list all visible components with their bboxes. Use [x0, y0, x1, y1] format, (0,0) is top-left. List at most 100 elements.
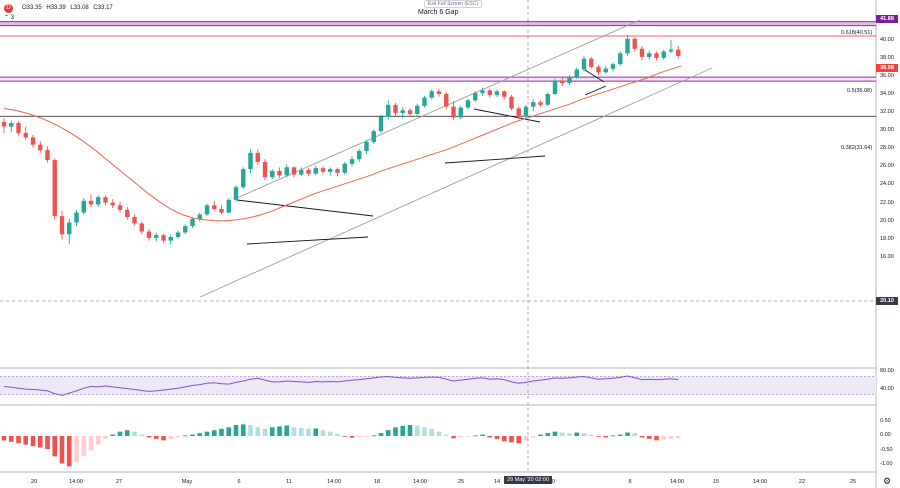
candle-body: [465, 100, 471, 108]
macd-bar: [23, 436, 29, 445]
candle-body: [30, 137, 36, 145]
time-tick-label: 8: [628, 479, 632, 485]
exit-fullscreen-button[interactable]: Exit Full Screen (ESC): [424, 0, 483, 8]
candle-body: [349, 159, 355, 164]
candle-body: [313, 168, 318, 174]
macd-bar: [255, 427, 261, 436]
macd-bar: [567, 433, 572, 436]
candle-body: [494, 91, 500, 95]
fib-05-zone: [0, 77, 876, 82]
candle-body: [9, 122, 14, 127]
candle-body: [538, 102, 543, 105]
macd-bar: [52, 436, 58, 457]
candle-body: [647, 53, 652, 57]
macd-bar: [219, 428, 224, 436]
candle-body: [110, 202, 115, 206]
time-tick-label: 14:00: [670, 479, 684, 485]
symbol-badge[interactable]: D: [4, 4, 13, 13]
price-tick-label: 34.00: [880, 90, 894, 97]
candle-body: [117, 205, 123, 210]
macd-bar: [661, 436, 667, 440]
macd-bar: [581, 433, 587, 436]
candle-body: [531, 102, 536, 107]
time-tick-label: 18: [373, 479, 381, 485]
candle-body: [291, 167, 297, 175]
macd-bar: [1, 436, 7, 441]
candle-body: [306, 170, 311, 174]
price-tick-label: 22.00: [880, 199, 894, 206]
candle-body: [393, 104, 398, 114]
macd-bar: [262, 428, 268, 436]
time-tick-label: 20: [30, 479, 38, 485]
macd-bar: [625, 432, 630, 436]
candle-body: [581, 58, 587, 70]
macd-bar: [545, 433, 551, 436]
fib-05-label: 0.5(36.08): [847, 88, 873, 94]
time-tick-label: 14: [493, 479, 501, 485]
macd-bar: [559, 432, 565, 436]
chevron-up-icon: ⌃: [4, 15, 10, 21]
macd-bar: [226, 427, 232, 436]
candle-body: [342, 163, 347, 173]
candle-body: [400, 110, 405, 114]
gear-icon[interactable]: ⚙: [883, 476, 892, 486]
rsi-line: [3, 375, 679, 396]
candle-body: [523, 106, 529, 117]
ohlc-low: L33.08: [70, 5, 89, 11]
candle-body: [639, 48, 645, 57]
crosshair: [0, 0, 876, 472]
candle-body: [146, 231, 152, 238]
candle-body: [197, 214, 202, 219]
candles: [1, 35, 681, 245]
price-tick-label: 32.00: [880, 109, 894, 115]
macd-bar: [16, 436, 21, 444]
macd-bar: [501, 436, 507, 442]
ohlc-readout: O33.35 H33.39 L33.08 C33.17: [22, 5, 116, 11]
price-tick-label: 36.00: [880, 72, 894, 79]
candle-body: [81, 200, 86, 213]
candle-body: [610, 64, 616, 69]
moving-average: [3, 65, 682, 222]
candle-body: [545, 94, 550, 105]
candle-body: [212, 205, 217, 209]
candle-body: [603, 68, 608, 73]
macd-bar: [139, 434, 145, 436]
time-tick-label: 6: [237, 479, 241, 485]
candle-body: [473, 93, 478, 101]
candle-body: [67, 222, 72, 235]
candle-body: [270, 170, 275, 178]
macd-bar: [74, 436, 79, 463]
macd-bar: [284, 425, 290, 436]
macd-tick-label: -1.00: [880, 461, 893, 467]
macd-bar: [95, 436, 101, 445]
macd-bar: [538, 434, 543, 436]
price-tick-label: 24.00: [880, 181, 894, 188]
macd-bar: [182, 435, 188, 437]
candle-body: [154, 235, 159, 238]
rsi-tick-label: 80.00: [880, 368, 894, 374]
macd-bar: [494, 436, 500, 439]
rsi-band-fill: [0, 376, 876, 395]
macd-bar: [574, 432, 580, 436]
macd-tick-label: 0.00: [880, 432, 891, 438]
candle-body: [255, 152, 260, 162]
candle-body: [88, 200, 94, 205]
candle-body: [386, 104, 391, 117]
rsi-tick-label: 40.00: [880, 386, 894, 392]
candle-body: [436, 91, 442, 95]
candle-body: [654, 53, 659, 58]
indicator-collapse[interactable]: ⌃ 3: [4, 14, 14, 21]
candle-body: [567, 76, 572, 84]
candle-body: [625, 38, 630, 54]
candle-body: [96, 197, 101, 205]
time-tick-label: 14:00: [413, 479, 427, 485]
macd-bar: [124, 430, 130, 436]
candle-body: [509, 96, 514, 109]
price-tick-label: 28.00: [880, 145, 894, 152]
macd-bar: [603, 436, 609, 438]
macd-bar: [117, 431, 123, 436]
macd-bar: [320, 430, 326, 436]
candle-body: [74, 212, 79, 223]
macd-bar: [110, 434, 116, 436]
